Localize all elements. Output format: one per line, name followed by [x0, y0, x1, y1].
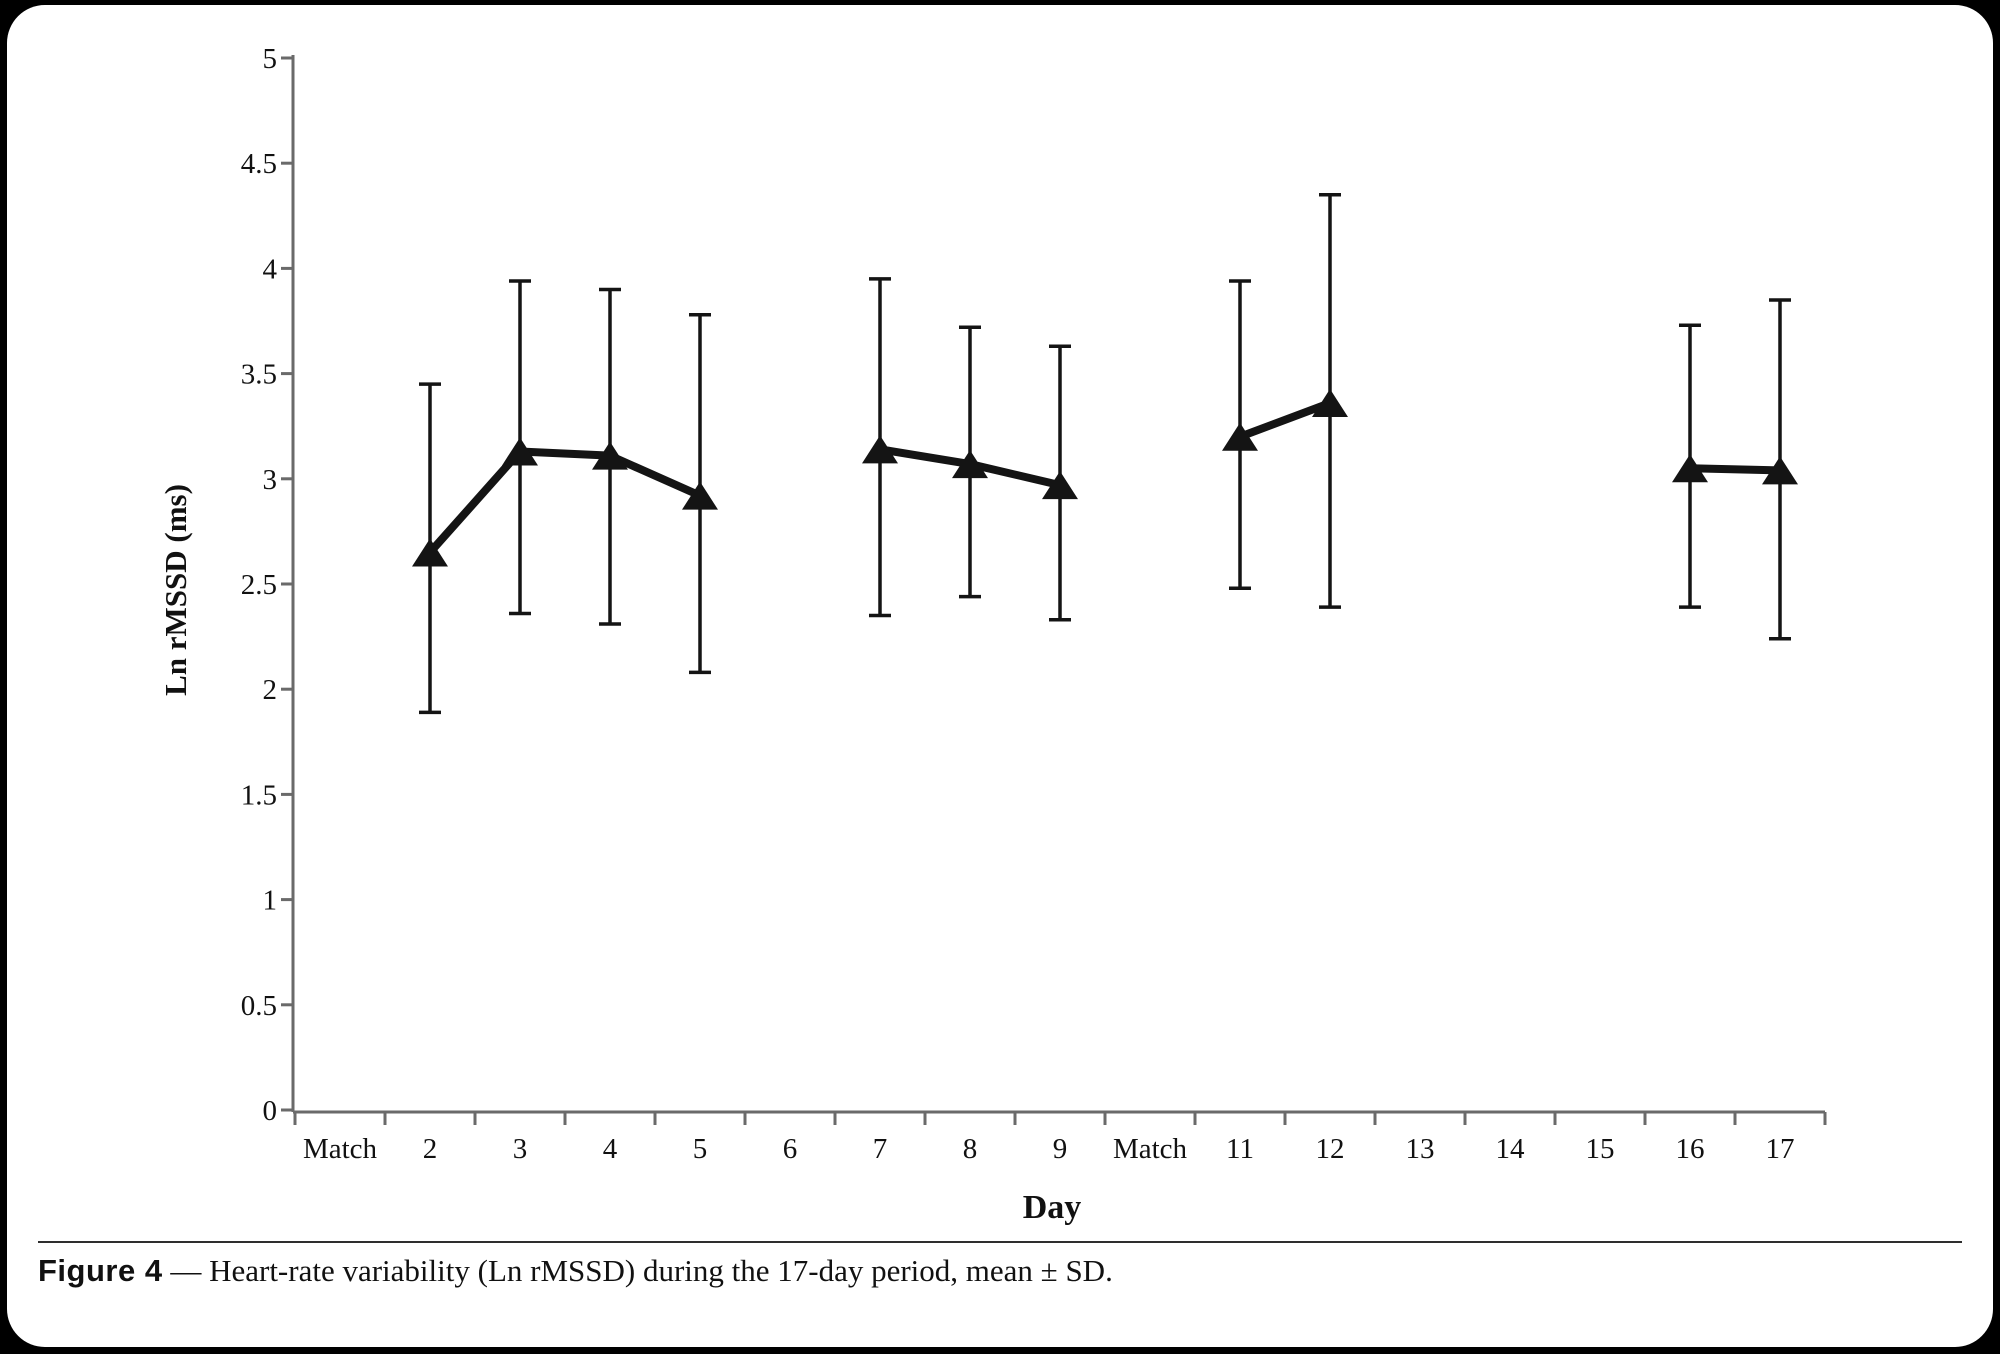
data-point-marker [682, 481, 718, 510]
y-tick-label: 3 [263, 464, 278, 496]
data-point-marker [1222, 422, 1258, 451]
data-point-marker [1762, 456, 1798, 485]
y-tick-label: 1.5 [241, 779, 277, 811]
y-tick-label: 3.5 [241, 359, 277, 391]
x-category-label: 16 [1676, 1133, 1705, 1165]
x-category-label: 8 [963, 1133, 978, 1165]
x-category-label: 5 [693, 1133, 708, 1165]
series-line [1686, 464, 1784, 475]
x-category-label: 7 [873, 1133, 888, 1165]
figure-card [7, 5, 1993, 1347]
series-line [426, 447, 704, 557]
x-category-label: 9 [1053, 1133, 1068, 1165]
data-point-marker [592, 441, 628, 470]
data-point-marker [952, 450, 988, 479]
y-tick-label: 4 [263, 253, 278, 285]
y-tick-label: 0.5 [241, 990, 277, 1022]
y-tick-label: 4.5 [241, 148, 277, 180]
data-point-marker [1042, 471, 1078, 500]
data-point-marker [862, 435, 898, 464]
x-category-label: 12 [1316, 1133, 1345, 1165]
y-tick-label: 5 [263, 43, 278, 75]
x-category-label: 4 [603, 1133, 618, 1165]
x-axis-title: Day [1023, 1189, 1082, 1226]
figure-caption-label: Figure 4 [38, 1253, 163, 1288]
x-category-label: 3 [513, 1133, 528, 1165]
y-tick-label: 0 [263, 1095, 278, 1127]
figure-caption: Figure 4 — Heart-rate variability (Ln rM… [38, 1253, 1948, 1289]
x-category-label: 15 [1586, 1133, 1615, 1165]
figure-caption-text: — Heart-rate variability (Ln rMSSD) duri… [170, 1253, 1112, 1288]
x-category-label: 6 [783, 1133, 798, 1165]
data-point-marker [502, 437, 538, 466]
x-category-label: Match [1113, 1133, 1188, 1165]
y-tick-label: 2 [263, 674, 278, 706]
x-category-label: 11 [1226, 1133, 1254, 1165]
y-axis-title: Ln rMSSD (ms) [158, 484, 193, 696]
data-point-marker [1672, 454, 1708, 483]
y-tick-label: 2.5 [241, 569, 277, 601]
data-point-marker [1312, 389, 1348, 418]
x-category-label: 2 [423, 1133, 438, 1165]
x-category-label: Match [303, 1133, 378, 1165]
x-category-label: 14 [1496, 1133, 1526, 1165]
series-line [1236, 399, 1334, 441]
y-tick-label: 1 [263, 885, 278, 917]
x-category-label: 13 [1406, 1133, 1435, 1165]
caption-divider-rule [38, 1241, 1962, 1243]
x-category-label: 17 [1766, 1133, 1795, 1165]
data-point-marker [412, 538, 448, 567]
figure-caption-body: — Heart-rate variability (Ln rMSSD) duri… [170, 1253, 1113, 1288]
